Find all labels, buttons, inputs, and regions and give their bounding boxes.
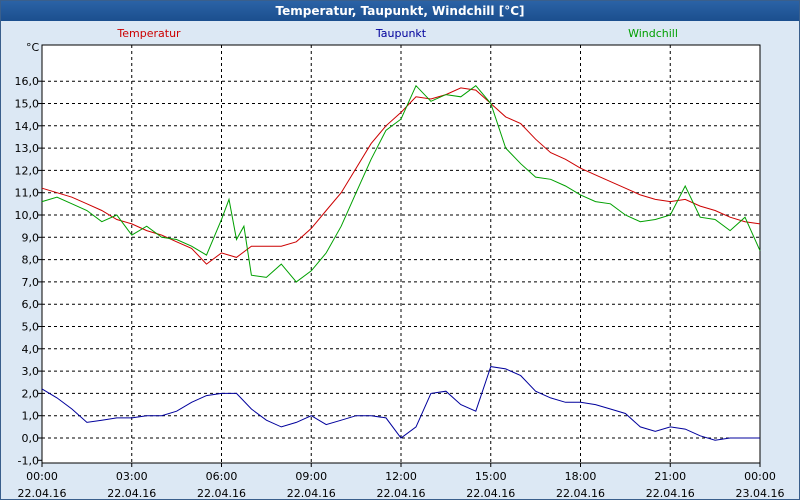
y-tick-label: 3,0 <box>22 365 40 378</box>
x-tick-time: 12:00 <box>385 470 417 483</box>
x-tick-date: 22.04.16 <box>646 487 695 499</box>
y-tick-label: 12,0 <box>15 164 40 177</box>
series-line-taupunkt <box>41 366 760 441</box>
y-tick-label: 1,0 <box>22 410 40 423</box>
x-axis-ticks: 00:00 22.04.16 03:00 22.04.16 06:00 22.04.16 0… <box>18 463 785 499</box>
x-tick-date: 22.04.16 <box>107 487 156 499</box>
series-lines <box>41 84 761 441</box>
legend: Temperatur Taupunkt Windchill <box>116 27 678 40</box>
x-tick-date: 22.04.16 <box>466 487 515 499</box>
x-tick-time: 18:00 <box>565 470 597 483</box>
y-tick-label: 14,0 <box>15 120 40 133</box>
chart-canvas: -1,0 0,0 1,0 2,0 3,0 4,0 5,0 6,0 7,0 8,0 9,0 10,0 11… <box>15 27 785 499</box>
legend-windchill: Windchill <box>628 27 678 40</box>
legend-temperatur: Temperatur <box>116 27 181 40</box>
y-tick-label: 5,0 <box>22 321 40 334</box>
series-line-windchill <box>41 84 761 283</box>
x-tick-time: 21:00 <box>654 470 686 483</box>
y-tick-label: 9,0 <box>22 231 40 244</box>
chart-title: Temperatur, Taupunkt, Windchill [°C] <box>1 1 799 21</box>
y-axis-label: °C <box>26 41 40 54</box>
y-tick-label: 0,0 <box>22 432 40 445</box>
series-line-temperatur <box>41 87 761 265</box>
y-tick-label: -1,0 <box>18 454 39 467</box>
y-tick-label: 6,0 <box>22 298 40 311</box>
y-tick-label: 11,0 <box>15 187 40 200</box>
x-tick-time: 15:00 <box>475 470 507 483</box>
y-tick-label: 16,0 <box>15 75 40 88</box>
x-tick-date: 22.04.16 <box>377 487 426 499</box>
x-tick-time: 06:00 <box>206 470 238 483</box>
y-tick-label: 7,0 <box>22 276 40 289</box>
y-tick-label: 10,0 <box>15 209 40 222</box>
x-tick-date: 22.04.16 <box>18 487 67 499</box>
y-tick-label: 15,0 <box>15 98 40 111</box>
legend-taupunkt: Taupunkt <box>375 27 427 40</box>
y-axis-ticks: -1,0 0,0 1,0 2,0 3,0 4,0 5,0 6,0 7,0 8,0 9,0 10,0 11… <box>15 75 42 467</box>
x-tick-time: 00:00 <box>744 470 776 483</box>
x-tick-time: 09:00 <box>295 470 327 483</box>
y-tick-label: 13,0 <box>15 142 40 155</box>
y-tick-label: 2,0 <box>22 387 40 400</box>
x-tick-date: 22.04.16 <box>287 487 336 499</box>
x-tick-time: 03:00 <box>116 470 148 483</box>
x-tick-date: 22.04.16 <box>197 487 246 499</box>
y-tick-label: 4,0 <box>22 343 40 356</box>
x-tick-date: 22.04.16 <box>556 487 605 499</box>
x-tick-date: 23.04.16 <box>736 487 785 499</box>
y-tick-label: 8,0 <box>22 254 40 267</box>
x-tick-time: 00:00 <box>26 470 58 483</box>
